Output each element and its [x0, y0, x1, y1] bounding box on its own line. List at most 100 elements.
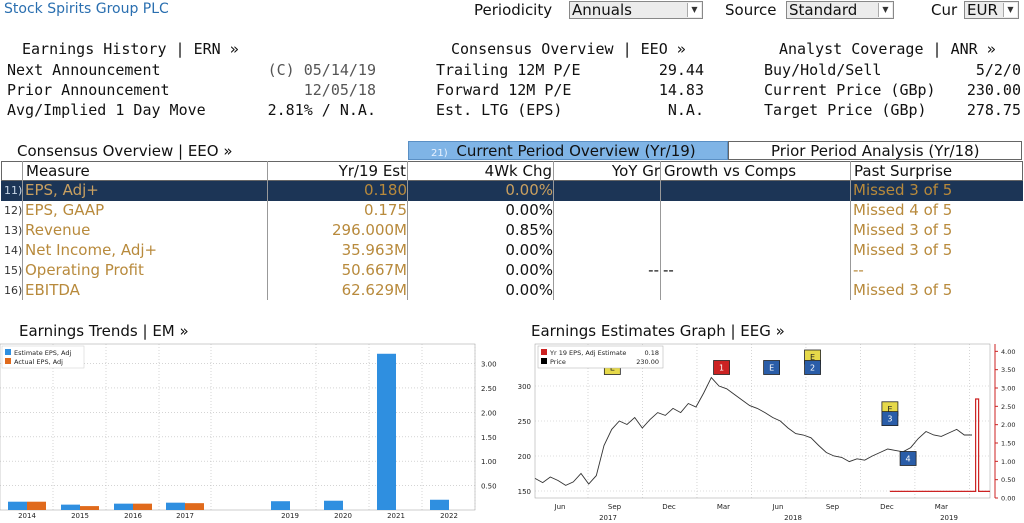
row-4wk-chg: 0.00% — [505, 261, 553, 279]
current-price-label: Current Price (GBp) — [764, 81, 936, 99]
table-row[interactable]: 14) Net Income, Adj+ 35.963M 0.00% Missed 3 … — [1, 241, 1023, 261]
right-tick-label: 4.00 — [1001, 348, 1015, 356]
right-tick-label: 1.50 — [1001, 440, 1015, 448]
chevron-down-icon[interactable]: ▼ — [687, 3, 701, 17]
legend-label: Estimate EPS, Adj — [14, 349, 72, 357]
estimate-bar — [430, 499, 449, 510]
analyst-coverage-link[interactable]: Analyst Coverage | ANR » — [779, 40, 996, 58]
x-year-label: 2018 — [784, 514, 802, 522]
row-4wk-chg: 0.00% — [505, 241, 553, 259]
marker-label: 4 — [906, 455, 911, 464]
marker-label: 3 — [887, 415, 892, 424]
row-4wk-chg: 0.00% — [505, 181, 553, 199]
tab-current-period[interactable]: 21) Current Period Overview (Yr/19) — [408, 141, 728, 160]
y-tick-label: 1.50 — [481, 434, 497, 442]
x-tick-label: Dec — [880, 503, 894, 511]
row-estimate: 35.963M — [341, 241, 407, 259]
ltg-label: Est. LTG (EPS) — [436, 101, 563, 119]
x-tick-label: Jun — [554, 503, 566, 511]
table-row[interactable]: 13) Revenue 296.000M 0.85% Missed 3 of 5 — [1, 221, 1023, 241]
event-marker: 1 — [713, 360, 730, 375]
row-yoy — [553, 281, 659, 301]
row-estimate: 50.667M — [341, 261, 407, 279]
table-row[interactable]: 12) EPS, GAAP 0.175 0.00% Missed 4 of 5 — [1, 201, 1023, 221]
col-past-surprise[interactable]: Past Surprise — [854, 162, 953, 180]
y-tick-label: 150 — [518, 488, 531, 496]
periodicity-select[interactable]: Annuals ▼ — [569, 1, 703, 19]
consensus-table-title[interactable]: Consensus Overview | EEO » — [17, 142, 233, 160]
event-marker: 3 — [881, 411, 899, 426]
target-price-value: 278.75 — [966, 101, 1021, 119]
row-measure[interactable]: Operating Profit — [25, 261, 144, 279]
estimate-bar — [166, 502, 185, 510]
earnings-trends-link[interactable]: Earnings Trends | EM » — [19, 322, 189, 340]
legend-swatch — [541, 358, 547, 364]
row-4wk-chg: 0.00% — [505, 281, 553, 299]
row-yoy — [553, 221, 659, 241]
row-4wk-chg: 0.85% — [505, 221, 553, 239]
row-yoy — [553, 201, 659, 221]
earnings-estimates-chart[interactable]: 300 250 200 150 4.00 3.50 3.00 2.50 2.00 1.50 1.00… — [512, 340, 1024, 523]
table-row[interactable]: 15) Operating Profit 50.667M 0.00% -- -- -- — [1, 261, 1023, 281]
row-measure[interactable]: EBITDA — [25, 281, 80, 299]
right-tick-label: 3.00 — [1001, 385, 1015, 393]
event-marker: 2 — [804, 360, 821, 375]
estimate-bar — [114, 503, 133, 510]
tab-prior-period[interactable]: Prior Period Analysis (Yr/18) — [728, 141, 1022, 160]
marker-label: 1 — [719, 364, 724, 373]
row-number: 14) — [4, 244, 23, 257]
earnings-history-link[interactable]: Earnings History | ERN » — [22, 40, 239, 58]
marker-box — [804, 360, 821, 375]
table-row[interactable]: 16) EBITDA 62.629M 0.00% Missed 3 of 5 — [1, 281, 1023, 301]
row-surprise: Missed 3 of 5 — [853, 241, 953, 259]
legend-label: Yr 19 EPS, Adj Estimate — [549, 349, 626, 357]
x-tick-label: Mar — [935, 503, 948, 511]
col-4wk-chg[interactable]: 4Wk Chg — [484, 162, 552, 180]
actual-bar — [185, 503, 204, 510]
trailing-pe-label: Trailing 12M P/E — [436, 61, 581, 79]
consensus-overview-link[interactable]: Consensus Overview | EEO » — [451, 40, 686, 58]
table-row[interactable]: 11) EPS, Adj+ 0.180 0.00% Missed 3 of 5 — [1, 181, 1023, 201]
x-tick-label: 2020 — [334, 512, 352, 520]
row-measure[interactable]: EPS, Adj+ — [25, 181, 99, 199]
x-tick-label: 2019 — [281, 512, 299, 520]
chevron-down-icon[interactable]: ▼ — [878, 3, 892, 17]
legend-value: 0.18 — [645, 349, 659, 357]
ltg-value: N.A. — [667, 101, 704, 119]
y-tick-label: 3.00 — [481, 361, 497, 369]
prior-announcement-value: 12/05/18 — [303, 81, 376, 99]
earnings-estimates-link[interactable]: Earnings Estimates Graph | EEG » — [531, 322, 785, 340]
forward-pe-value: 14.83 — [658, 81, 704, 99]
row-estimate: 0.180 — [364, 181, 407, 199]
row-measure[interactable]: Net Income, Adj+ — [25, 241, 158, 259]
row-measure[interactable]: EPS, GAAP — [25, 201, 105, 219]
col-estimate[interactable]: Yr/19 Est — [338, 162, 406, 180]
currency-select[interactable]: EUR ▼ — [964, 1, 1019, 19]
chart-legend: Yr 19 EPS, Adj Estimate 0.18 Price 230.00 — [537, 345, 664, 369]
event-marker: 4 — [899, 451, 917, 466]
legend-value: 230.00 — [636, 358, 659, 366]
x-tick-label: Jun — [771, 503, 783, 511]
forward-pe-label: Forward 12M P/E — [436, 81, 572, 99]
x-tick-label: 2017 — [176, 512, 194, 520]
marker-box — [881, 411, 899, 426]
y-tick-label: 1.00 — [481, 458, 497, 466]
legend-swatch — [5, 358, 11, 364]
y-tick-label: 200 — [518, 453, 531, 461]
earnings-trends-chart[interactable]: 3.00 2.50 2.00 1.50 1.00 0.50 2014 2015 2016 2017… — [0, 340, 500, 523]
security-title[interactable]: Stock Spirits Group PLC — [4, 1, 169, 17]
bhs-value: 5/2/0 — [975, 61, 1021, 79]
col-growth-comps[interactable]: Growth vs Comps — [664, 162, 797, 180]
row-measure[interactable]: Revenue — [25, 221, 91, 239]
row-yoy: -- — [648, 261, 659, 279]
source-label: Source — [725, 1, 777, 19]
col-yoy[interactable]: YoY Gr — [611, 162, 660, 180]
row-number: 12) — [4, 204, 23, 217]
y-tick-label: 2.00 — [481, 409, 497, 417]
chevron-down-icon[interactable]: ▼ — [1003, 3, 1017, 17]
y-tick-label: 2.50 — [481, 385, 497, 393]
legend-label: Actual EPS, Adj — [14, 358, 63, 366]
table-header: Measure Yr/19 Est 4Wk Chg YoY Gr Growth … — [1, 161, 1023, 181]
col-measure[interactable]: Measure — [26, 162, 90, 180]
source-select[interactable]: Standard ▼ — [786, 1, 894, 19]
